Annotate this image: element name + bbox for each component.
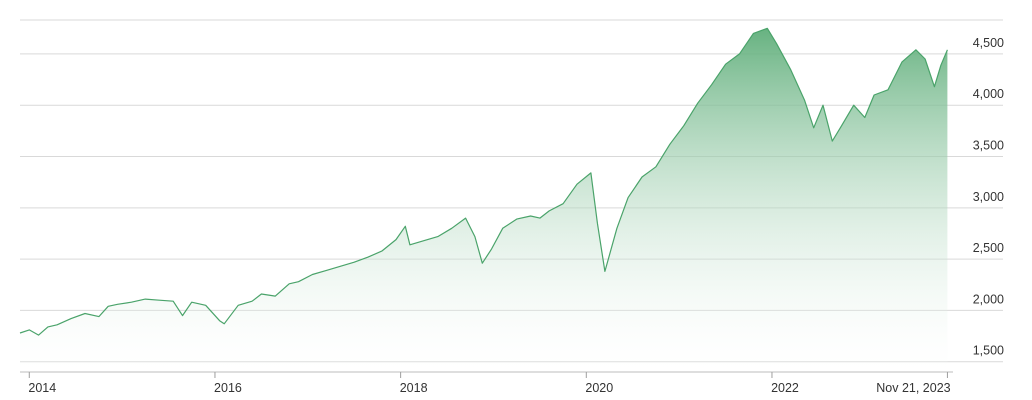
price-area-fill: [20, 28, 948, 373]
x-tick-label: 2020: [585, 381, 613, 395]
x-tick-label: 2014: [28, 381, 56, 395]
y-tick-label: 2,000: [973, 292, 1004, 306]
y-tick-label: 4,000: [973, 87, 1004, 101]
y-tick-label: 1,500: [973, 344, 1004, 358]
y-tick-label: 2,500: [973, 241, 1004, 255]
area-layer: [19, 27, 948, 373]
y-tick-label: 3,500: [973, 139, 1004, 153]
price-series-line: [19, 27, 948, 336]
current-date-label: Nov 21, 2023: [876, 381, 950, 395]
y-tick-label: 3,000: [973, 190, 1004, 204]
x-tick-label: 2022: [771, 381, 799, 395]
tick-labels: 1,500 2,000 2,500 3,000 3,500 4,000 4,500 2014 2…: [28, 36, 1004, 395]
y-tick-label: 4,500: [973, 36, 1004, 50]
x-tick-label: 2018: [400, 381, 428, 395]
axis-layer: [20, 371, 953, 378]
x-tick-label: 2016: [214, 381, 242, 395]
